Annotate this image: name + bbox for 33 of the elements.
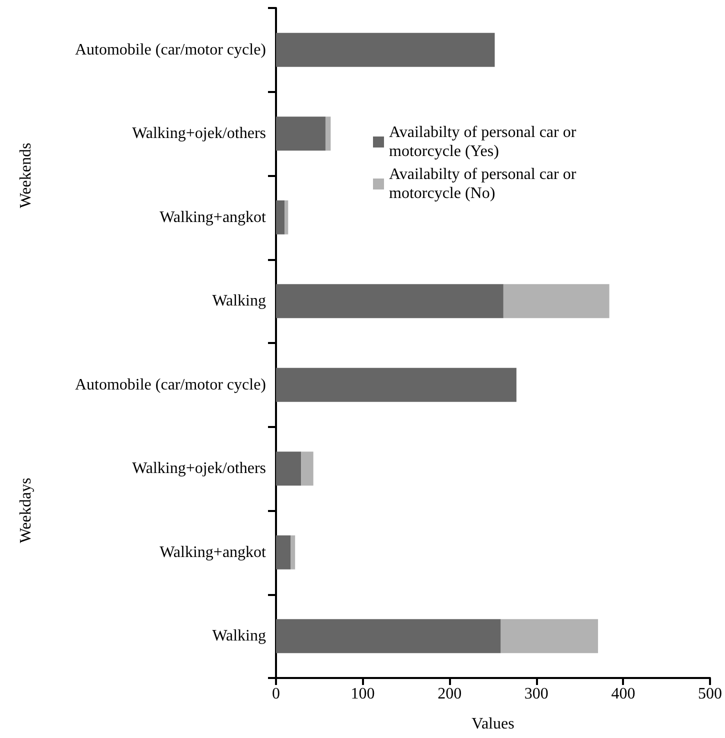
- bar: [276, 32, 495, 67]
- y-tick-label: Walking: [212, 292, 266, 310]
- y-tick-label: Walking+ojek/others: [132, 125, 266, 142]
- bar: [276, 452, 302, 486]
- x-tick-label: 200: [438, 686, 462, 702]
- y-tick-label: Walking+angkot: [160, 208, 267, 226]
- bar: [325, 116, 331, 151]
- y-tick-label: Automobile (car/motor cycle): [74, 376, 266, 394]
- legend-label: Availabilty of personal car or motorcycle (Yes): [389, 124, 580, 160]
- y-tick-label: Automobile (car/motor cycle): [74, 41, 266, 58]
- x-tick-label: 300: [524, 686, 548, 702]
- y-tick-label: Walking: [212, 628, 266, 645]
- x-axis-title: Values: [472, 716, 514, 732]
- bar: [276, 200, 285, 234]
- bar: [276, 284, 504, 318]
- x-tick-label: 500: [698, 686, 722, 702]
- bar: [500, 619, 598, 654]
- bar: [290, 535, 296, 570]
- bar: [276, 368, 516, 402]
- legend-label: Availabilty of personal car or motorcycle (No): [389, 166, 580, 202]
- y-tick-label: Walking+ojek/others: [132, 460, 266, 478]
- text: Weekends: [18, 142, 34, 208]
- bar: [284, 200, 288, 234]
- x-tick-label: 100: [350, 686, 375, 702]
- x-tick-label: 400: [611, 686, 636, 702]
- bar: [276, 535, 291, 570]
- y-tick-label: Walking+angkot: [160, 544, 267, 561]
- bar: [503, 284, 610, 318]
- bar: [301, 452, 314, 486]
- bar: [276, 116, 326, 151]
- bar: [276, 619, 501, 654]
- text: Weekdays: [18, 478, 34, 544]
- x-tick-label: 0: [272, 686, 280, 702]
